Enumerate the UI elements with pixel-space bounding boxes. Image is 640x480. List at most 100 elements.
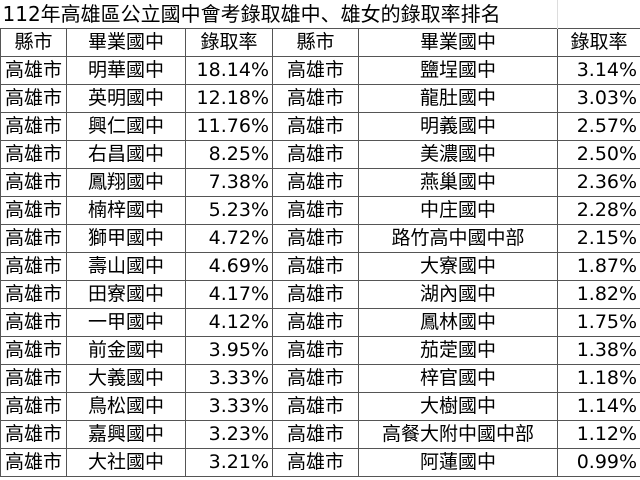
table-title: 112年高雄區公立國中會考錄取雄中、雄女的錄取率排名: [2, 2, 501, 26]
county-cell: 高雄市: [0, 168, 67, 197]
county-cell: 高雄市: [272, 364, 359, 393]
title-row: 112年高雄區公立國中會考錄取雄中、雄女的錄取率排名: [1, 0, 640, 29]
rate-cell: 1.82%: [557, 280, 640, 309]
county-cell: 高雄市: [0, 196, 67, 225]
county-cell: 高雄市: [272, 280, 359, 309]
county-cell: 高雄市: [0, 420, 67, 449]
school-cell: 燕巢國中: [357, 168, 559, 197]
table-row: 高雄市 鳥松國中 3.33% 高雄市 大樹國中 1.14%: [0, 392, 640, 421]
school-cell: 明義國中: [357, 112, 559, 141]
school-cell: 梓官國中: [357, 364, 559, 393]
header-county: 縣市: [0, 28, 67, 57]
table-row: 高雄市 壽山國中 4.69% 高雄市 大寮國中 1.87%: [0, 252, 640, 281]
school-cell: 鳳翔國中: [66, 168, 186, 197]
county-cell: 高雄市: [0, 56, 67, 85]
table-row: 高雄市 大義國中 3.33% 高雄市 梓官國中 1.18%: [0, 364, 640, 393]
rate-cell: 0.99%: [557, 448, 640, 477]
rate-cell: 2.28%: [557, 196, 640, 225]
county-cell: 高雄市: [272, 308, 359, 337]
school-cell: 獅甲國中: [66, 224, 186, 253]
rate-cell: 1.75%: [557, 308, 640, 337]
rate-cell: 1.14%: [557, 392, 640, 421]
rate-cell: 1.87%: [557, 252, 640, 281]
rate-cell: 3.03%: [557, 84, 640, 113]
school-cell: 一甲國中: [66, 308, 186, 337]
county-cell: 高雄市: [0, 140, 67, 169]
county-cell: 高雄市: [272, 84, 359, 113]
county-cell: 高雄市: [272, 56, 359, 85]
county-cell: 高雄市: [0, 112, 67, 141]
county-cell: 高雄市: [272, 392, 359, 421]
county-cell: 高雄市: [272, 112, 359, 141]
county-cell: 高雄市: [0, 392, 67, 421]
table-row: 高雄市 獅甲國中 4.72% 高雄市 路竹高中國中部 2.15%: [0, 224, 640, 253]
school-cell: 嘉興國中: [66, 420, 186, 449]
school-cell: 大寮國中: [357, 252, 559, 281]
school-cell: 鳳林國中: [357, 308, 559, 337]
school-cell: 大義國中: [66, 364, 186, 393]
header-row: 縣市 畢業國中 錄取率 縣市 畢業國中 錄取率: [0, 28, 640, 57]
table-row: 高雄市 前金國中 3.95% 高雄市 茄萣國中 1.38%: [0, 336, 640, 365]
county-cell: 高雄市: [0, 336, 67, 365]
rate-cell: 7.38%: [185, 168, 273, 197]
table-row: 高雄市 楠梓國中 5.23% 高雄市 中庄國中 2.28%: [0, 196, 640, 225]
rate-cell: 3.21%: [185, 448, 273, 477]
rate-cell: 3.33%: [185, 392, 273, 421]
county-cell: 高雄市: [272, 252, 359, 281]
rate-cell: 4.69%: [185, 252, 273, 281]
rate-cell: 3.23%: [185, 420, 273, 449]
rate-cell: 1.12%: [557, 420, 640, 449]
county-cell: 高雄市: [0, 308, 67, 337]
rate-cell: 1.18%: [557, 364, 640, 393]
school-cell: 前金國中: [66, 336, 186, 365]
table-row: 高雄市 鳳翔國中 7.38% 高雄市 燕巢國中 2.36%: [0, 168, 640, 197]
rate-cell: 8.25%: [185, 140, 273, 169]
table-row: 高雄市 田寮國中 4.17% 高雄市 湖內國中 1.82%: [0, 280, 640, 309]
rate-cell: 3.14%: [557, 56, 640, 85]
rate-cell: 2.57%: [557, 112, 640, 141]
rate-cell: 4.72%: [185, 224, 273, 253]
county-cell: 高雄市: [0, 280, 67, 309]
school-cell: 鳥松國中: [66, 392, 186, 421]
county-cell: 高雄市: [272, 140, 359, 169]
rate-cell: 18.14%: [185, 56, 273, 85]
table-row: 高雄市 大社國中 3.21% 高雄市 阿蓮國中 0.99%: [0, 448, 640, 477]
school-cell: 大樹國中: [357, 392, 559, 421]
rate-cell: 1.38%: [557, 336, 640, 365]
rate-cell: 5.23%: [185, 196, 273, 225]
school-cell: 興仁國中: [66, 112, 186, 141]
table-row: 高雄市 一甲國中 4.12% 高雄市 鳳林國中 1.75%: [0, 308, 640, 337]
school-cell: 路竹高中國中部: [357, 224, 559, 253]
rate-cell: 4.17%: [185, 280, 273, 309]
county-cell: 高雄市: [0, 224, 67, 253]
county-cell: 高雄市: [272, 196, 359, 225]
school-cell: 中庄國中: [357, 196, 559, 225]
county-cell: 高雄市: [272, 336, 359, 365]
school-cell: 壽山國中: [66, 252, 186, 281]
table-row: 高雄市 右昌國中 8.25% 高雄市 美濃國中 2.50%: [0, 140, 640, 169]
school-cell: 阿蓮國中: [357, 448, 559, 477]
county-cell: 高雄市: [0, 252, 67, 281]
rate-cell: 3.95%: [185, 336, 273, 365]
school-cell: 茄萣國中: [357, 336, 559, 365]
rate-cell: 4.12%: [185, 308, 273, 337]
school-cell: 明華國中: [66, 56, 186, 85]
county-cell: 高雄市: [272, 420, 359, 449]
school-cell: 高餐大附中國中部: [357, 420, 559, 449]
county-cell: 高雄市: [0, 84, 67, 113]
county-cell: 高雄市: [272, 448, 359, 477]
blank-cell: [557, 0, 640, 29]
table-row: 高雄市 興仁國中 11.76% 高雄市 明義國中 2.57%: [0, 112, 640, 141]
rate-cell: 12.18%: [185, 84, 273, 113]
table-row: 高雄市 英明國中 12.18% 高雄市 龍肚國中 3.03%: [0, 84, 640, 113]
rate-cell: 3.33%: [185, 364, 273, 393]
header-rate: 錄取率: [185, 28, 273, 57]
rate-cell: 2.50%: [557, 140, 640, 169]
rate-cell: 2.36%: [557, 168, 640, 197]
rate-cell: 11.76%: [185, 112, 273, 141]
school-cell: 鹽埕國中: [357, 56, 559, 85]
school-cell: 湖內國中: [357, 280, 559, 309]
school-cell: 楠梓國中: [66, 196, 186, 225]
county-cell: 高雄市: [0, 448, 67, 477]
school-cell: 田寮國中: [66, 280, 186, 309]
